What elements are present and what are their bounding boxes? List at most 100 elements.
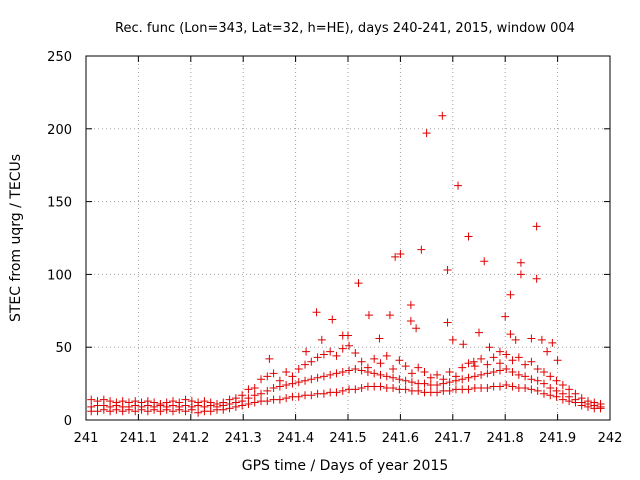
data-point — [250, 398, 259, 407]
data-point — [181, 407, 190, 416]
data-point — [385, 311, 394, 320]
data-point — [407, 369, 416, 378]
data-point — [93, 407, 102, 416]
data-point — [521, 383, 530, 392]
data-point — [571, 389, 580, 398]
data-point — [439, 375, 448, 384]
data-point — [238, 401, 247, 410]
data-point — [124, 398, 133, 407]
data-point — [414, 386, 423, 395]
data-point — [516, 270, 525, 279]
data-point — [319, 372, 328, 381]
data-point — [396, 250, 405, 259]
data-point — [495, 359, 504, 368]
x-tick-label: 241.3 — [225, 431, 262, 446]
data-point — [294, 365, 303, 374]
data-point — [489, 353, 498, 362]
data-point — [219, 405, 228, 414]
data-point — [313, 353, 322, 362]
data-point — [412, 324, 421, 333]
data-point — [477, 354, 486, 363]
data-point — [332, 351, 341, 360]
data-point — [181, 395, 190, 404]
data-point — [187, 405, 196, 414]
data-point — [445, 378, 454, 387]
data-point — [265, 354, 274, 363]
y-tick-label: 0 — [64, 414, 72, 429]
data-point — [263, 386, 272, 395]
data-point — [307, 357, 316, 366]
data-point — [546, 383, 555, 392]
data-point — [219, 398, 228, 407]
data-point — [407, 378, 416, 387]
data-point — [206, 407, 215, 416]
data-point — [506, 330, 515, 339]
data-point — [250, 383, 259, 392]
data-point — [382, 372, 391, 381]
data-point — [527, 375, 536, 384]
data-point — [137, 398, 146, 407]
x-tick-label: 241.6 — [382, 431, 419, 446]
data-point — [257, 375, 266, 384]
data-point — [244, 399, 253, 408]
y-tick-label: 50 — [55, 341, 72, 356]
data-point — [143, 407, 152, 416]
data-point — [370, 369, 379, 378]
data-point — [357, 383, 366, 392]
data-point — [546, 391, 555, 400]
data-point — [257, 389, 266, 398]
data-point — [508, 367, 517, 376]
data-point — [533, 376, 542, 385]
data-point — [401, 385, 410, 394]
data-point — [539, 389, 548, 398]
data-point — [312, 308, 321, 317]
data-point — [263, 372, 272, 381]
x-tick-label: 241.5 — [329, 431, 366, 446]
data-point — [168, 397, 177, 406]
data-point — [375, 334, 384, 343]
data-point — [469, 357, 478, 366]
data-point — [282, 394, 291, 403]
data-point — [445, 386, 454, 395]
data-point — [414, 363, 423, 372]
data-point — [533, 386, 542, 395]
data-point — [558, 395, 567, 404]
data-point — [464, 232, 473, 241]
data-point — [175, 398, 184, 407]
data-point — [231, 402, 240, 411]
y-tick-label: 250 — [47, 50, 72, 65]
data-point — [532, 222, 541, 231]
data-point — [332, 388, 341, 397]
data-point — [307, 391, 316, 400]
data-point — [376, 382, 385, 391]
data-point — [168, 407, 177, 416]
data-point — [508, 356, 517, 365]
x-tick-label: 242 — [598, 431, 623, 446]
data-point — [511, 335, 520, 344]
data-point — [401, 362, 410, 371]
data-point — [238, 391, 247, 400]
data-point — [459, 340, 468, 349]
data-point — [389, 373, 398, 382]
data-point — [514, 370, 523, 379]
data-point — [433, 370, 442, 379]
data-point — [480, 257, 489, 266]
chart-title: Rec. func (Lon=343, Lat=32, h=HE), days … — [115, 21, 575, 36]
grid — [86, 56, 610, 420]
y-tick-label: 100 — [47, 268, 72, 283]
data-point — [489, 367, 498, 376]
data-point — [150, 398, 159, 407]
y-axis-label: STEC from uqrg / TECUs — [8, 154, 24, 322]
data-point — [351, 385, 360, 394]
data-point — [521, 372, 530, 381]
data-point — [565, 397, 574, 406]
data-point — [483, 360, 492, 369]
data-point — [263, 397, 272, 406]
data-point — [275, 395, 284, 404]
data-point — [112, 398, 121, 407]
data-point — [464, 373, 473, 382]
data-point — [420, 379, 429, 388]
data-point — [543, 347, 552, 356]
data-point — [282, 367, 291, 376]
data-point — [288, 379, 297, 388]
